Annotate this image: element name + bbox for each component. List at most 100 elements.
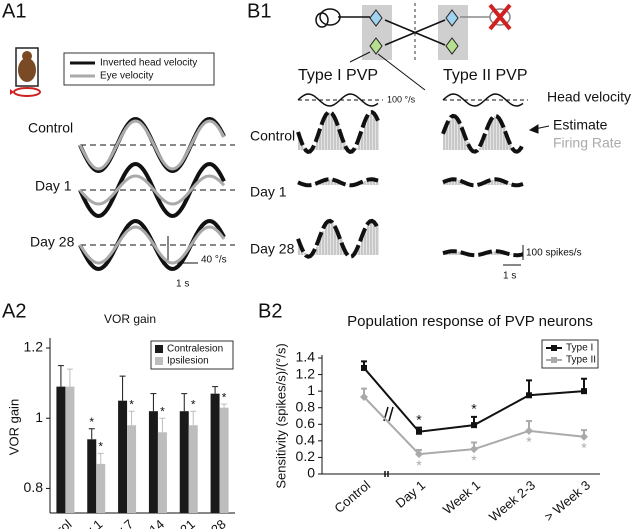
firing-bar (322, 180, 325, 185)
firing-bar (343, 140, 346, 150)
firing-bar (334, 179, 337, 185)
firing-bar (488, 125, 491, 150)
bar (148, 411, 158, 513)
firing-bar (373, 221, 376, 255)
firing-bar (455, 116, 458, 150)
x-tick-label: Day 1 (392, 477, 428, 510)
firing-bar (361, 238, 364, 255)
firing-bar (328, 221, 331, 255)
firing-bar (488, 180, 491, 185)
panel-label: B2 (258, 300, 282, 322)
y-tick-label: 0.6 (296, 415, 316, 431)
firing-bar (461, 125, 464, 150)
firing-bar (497, 179, 500, 185)
firing-bar (304, 252, 307, 255)
firing-bar (331, 112, 334, 150)
circuit-diagram (315, 3, 512, 91)
firing-bar (443, 133, 446, 150)
point (361, 364, 367, 371)
y-tick-label: 1 (35, 409, 43, 425)
firing-bar (367, 116, 370, 150)
bar (219, 407, 229, 513)
row-label: Day 1 (250, 184, 287, 200)
significance: * (471, 452, 477, 468)
firing-bar (355, 147, 358, 150)
row-label: Head velocity (547, 89, 631, 105)
error-bar (88, 428, 95, 440)
bar (127, 425, 137, 513)
firing-bar (446, 125, 449, 150)
x-tick-label: Control (33, 516, 75, 529)
firing-bar (458, 119, 461, 150)
firing-bar (503, 125, 506, 150)
significance: * (191, 397, 196, 411)
legend-box (63, 52, 215, 86)
firing-bar (458, 179, 461, 185)
significance: * (526, 434, 532, 450)
point (470, 445, 478, 454)
firing-bar (325, 224, 328, 255)
x-tick-label: Control (331, 477, 373, 516)
x-tick-label: Week 2-3 (486, 477, 538, 524)
error-bar (97, 452, 104, 464)
y-tick-label: 0 (307, 465, 315, 481)
firing-bar (458, 251, 461, 255)
firing-bar (334, 224, 337, 255)
bar (157, 432, 167, 513)
firing-bar (452, 116, 455, 150)
point (416, 428, 422, 435)
trace (442, 93, 524, 107)
error-bar (150, 393, 157, 412)
significance: * (222, 390, 227, 404)
legend-label: Estimate (553, 117, 608, 133)
trace (441, 113, 525, 154)
firing-bar (322, 123, 325, 150)
firing-bar (455, 179, 458, 185)
legend-box (150, 340, 234, 370)
error-bar (221, 403, 228, 408)
firing-bar (316, 246, 319, 255)
legend-swatch (551, 357, 557, 363)
trace (296, 109, 380, 155)
firing-bar (334, 116, 337, 150)
bar (118, 400, 128, 513)
legend-label: Inverted head velocity (100, 58, 197, 69)
firing-bar (361, 132, 364, 150)
y-axis-label: VOR gain (6, 399, 21, 455)
firing-bar (449, 179, 452, 185)
y-tick-label: 0.8 (24, 479, 44, 495)
significance: * (98, 439, 103, 453)
legend-label: Ipsilesion (167, 356, 209, 367)
bar (96, 463, 106, 513)
firing-bar (479, 147, 482, 150)
firing-bar (370, 112, 373, 150)
firing-bar (337, 230, 340, 255)
firing-bar (373, 179, 376, 185)
significance: * (581, 439, 587, 455)
trace (297, 93, 379, 107)
firing-bar (491, 179, 494, 185)
trace (297, 177, 379, 188)
y-axis-label: Sensitivity (spikes/s)/(°/s) (273, 343, 288, 488)
row-label: Day 1 (35, 178, 72, 194)
row-label: Control (250, 128, 295, 144)
error-bar (128, 410, 135, 426)
firing-bar (497, 116, 500, 150)
firing-bar (316, 140, 319, 150)
firing-bar (367, 179, 370, 185)
firing-bar (376, 224, 379, 255)
trace (442, 249, 524, 258)
trace (78, 174, 226, 206)
legend-swatch (155, 357, 163, 365)
point (526, 392, 532, 399)
firing-bar (376, 179, 379, 185)
legend-label: Contralesion (167, 344, 223, 355)
legend-label: Eye velocity (100, 71, 153, 82)
firing-bar (464, 133, 467, 150)
firing-bar (364, 180, 367, 185)
firing-bar (452, 179, 455, 185)
error-bar (190, 410, 197, 426)
bar (188, 425, 198, 513)
firing-bar (491, 251, 494, 255)
legend-label: Type I (566, 343, 593, 354)
